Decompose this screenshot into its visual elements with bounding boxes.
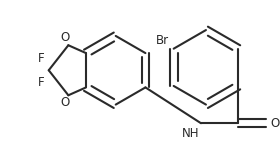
Text: Br: Br	[156, 34, 169, 47]
Text: O: O	[270, 117, 280, 130]
Text: F: F	[38, 52, 45, 65]
Text: NH: NH	[181, 127, 199, 140]
Text: O: O	[60, 31, 69, 44]
Text: F: F	[38, 75, 45, 89]
Text: O: O	[60, 96, 69, 109]
